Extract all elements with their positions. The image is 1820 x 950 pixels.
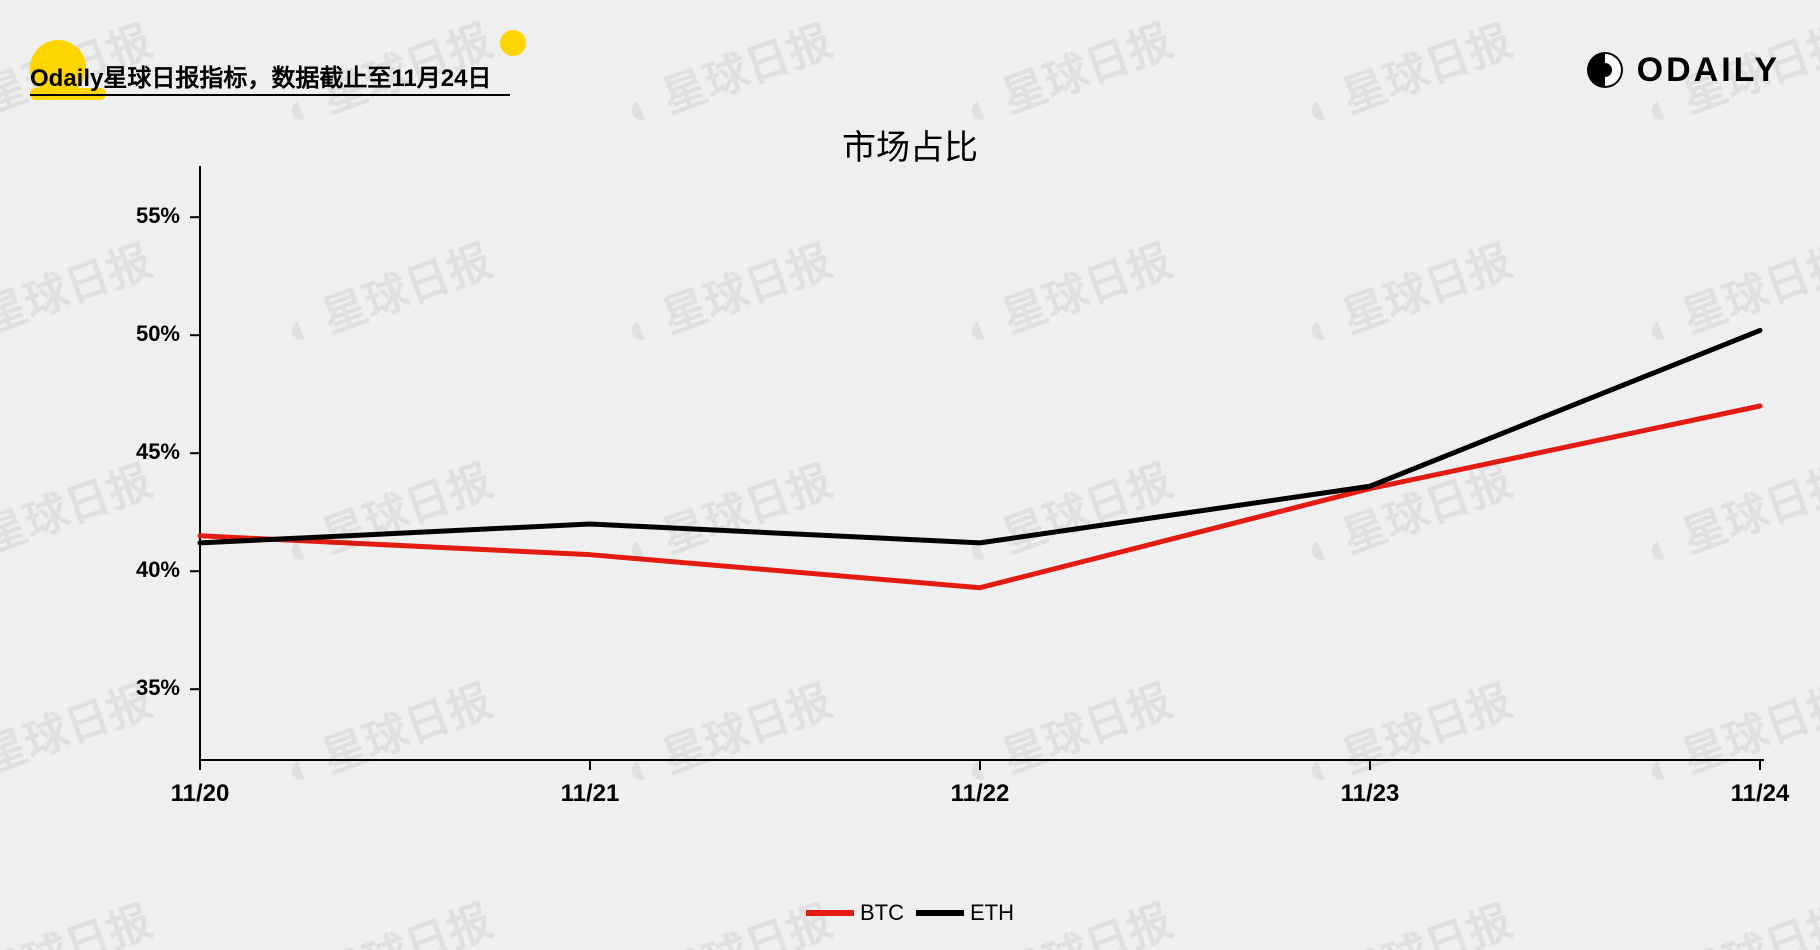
svg-text:11/23: 11/23	[1341, 780, 1400, 807]
brand-logo: ODAILY	[1585, 50, 1780, 90]
chart-svg: 35%40%45%50%55%11/2011/2111/2211/2311/24	[130, 160, 1770, 880]
svg-text:40%: 40%	[136, 557, 180, 582]
svg-text:45%: 45%	[136, 439, 180, 464]
legend-label: BTC	[860, 900, 904, 926]
legend-item-btc: BTC	[806, 900, 904, 926]
accent-circle-small	[500, 30, 526, 56]
header-label: Odaily星球日报指标，数据截止至11月24日	[30, 58, 491, 93]
line-chart: 35%40%45%50%55%11/2011/2111/2211/2311/24	[130, 160, 1770, 880]
brand-icon	[1585, 50, 1625, 90]
svg-text:11/20: 11/20	[171, 780, 230, 807]
legend-label: ETH	[970, 900, 1014, 926]
legend-swatch	[806, 910, 854, 916]
svg-text:50%: 50%	[136, 321, 180, 346]
legend-swatch	[916, 910, 964, 916]
chart-title: 市场占比	[0, 120, 1820, 169]
brand-text: ODAILY	[1637, 51, 1780, 90]
svg-text:55%: 55%	[136, 203, 180, 228]
chart-legend: BTC ETH	[0, 900, 1820, 926]
svg-text:11/22: 11/22	[951, 780, 1010, 807]
svg-text:35%: 35%	[136, 675, 180, 700]
legend-item-eth: ETH	[916, 900, 1014, 926]
svg-text:11/24: 11/24	[1731, 780, 1790, 807]
svg-text:11/21: 11/21	[561, 780, 620, 807]
header-underline	[30, 94, 510, 96]
